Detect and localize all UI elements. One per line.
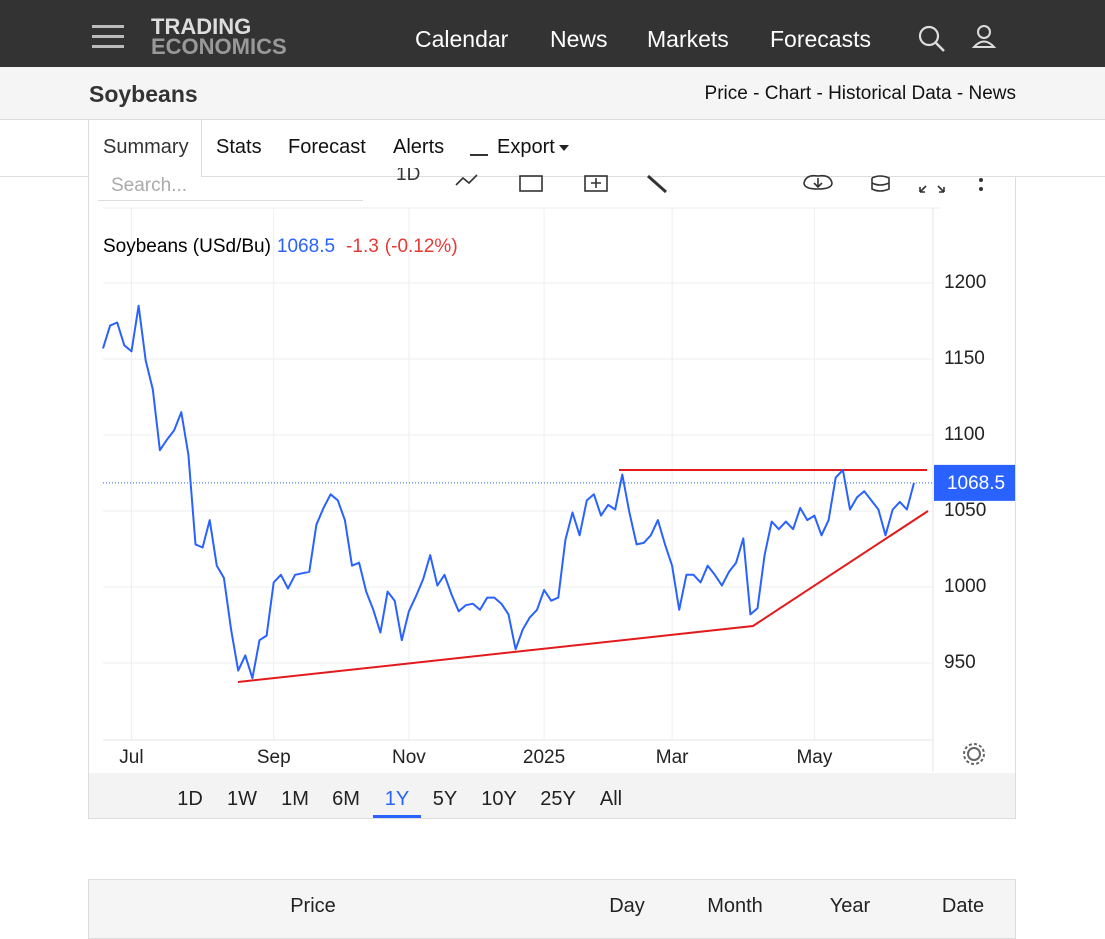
range-button[interactable]: 1Y [384, 788, 410, 810]
tab[interactable]: Forecast [288, 136, 366, 158]
table-column-header: Month [707, 895, 763, 917]
logo-top[interactable]: TRADING [151, 14, 252, 39]
nav-link[interactable]: News [550, 26, 608, 52]
range-active-underline [373, 815, 421, 818]
tab[interactable]: Export [497, 136, 555, 158]
range-button[interactable]: 10Y [481, 788, 517, 810]
table-header [88, 879, 1016, 939]
nav-link[interactable]: Markets [647, 26, 729, 52]
range-bar [89, 773, 1015, 818]
breadcrumb-links[interactable]: Price - Chart - Historical Data - News [704, 83, 1016, 104]
nav-link[interactable]: Forecasts [770, 26, 871, 52]
range-button[interactable]: 1M [281, 788, 309, 810]
tab[interactable]: Stats [216, 136, 262, 158]
export-icon[interactable] [470, 138, 488, 156]
range-button[interactable]: 6M [332, 788, 360, 810]
nav-link[interactable]: Calendar [415, 26, 509, 52]
search-placeholder: Search... [111, 175, 188, 196]
table-column-header: Day [609, 895, 645, 917]
user-icon-body [971, 40, 997, 48]
title-bar: Soybeans Price - Chart - Historical Data… [0, 67, 1105, 120]
interval-label: 1D [396, 168, 421, 185]
range-button[interactable]: All [599, 788, 623, 810]
menu-icon[interactable] [92, 25, 124, 28]
range-button[interactable]: 5Y [432, 788, 458, 810]
table-column-header: Date [941, 895, 985, 917]
range-button[interactable]: 1W [227, 788, 257, 810]
search-icon-handle [935, 42, 945, 52]
page-title: Soybeans [89, 81, 198, 107]
table-column-header: Year [829, 895, 871, 917]
interval-button[interactable]: 1D [396, 168, 420, 188]
tab-divider [0, 176, 1105, 177]
user-icon[interactable] [977, 25, 991, 39]
range-button[interactable]: 1D [177, 788, 203, 810]
search-icon[interactable] [918, 25, 940, 47]
search-box[interactable]: Search... [98, 175, 363, 201]
tab[interactable]: Alerts [393, 136, 445, 158]
logo-bottom[interactable]: ECONOMICS [151, 34, 287, 59]
range-button[interactable]: 25Y [540, 788, 576, 810]
nav-bar: TRADING ECONOMICS Calendar News Markets … [0, 0, 1105, 67]
export-caret [559, 145, 569, 151]
tab[interactable]: Summary [103, 136, 189, 158]
active-tab-box [88, 119, 202, 177]
table-column-header: Price [290, 895, 336, 917]
chart-panel [88, 176, 1016, 819]
